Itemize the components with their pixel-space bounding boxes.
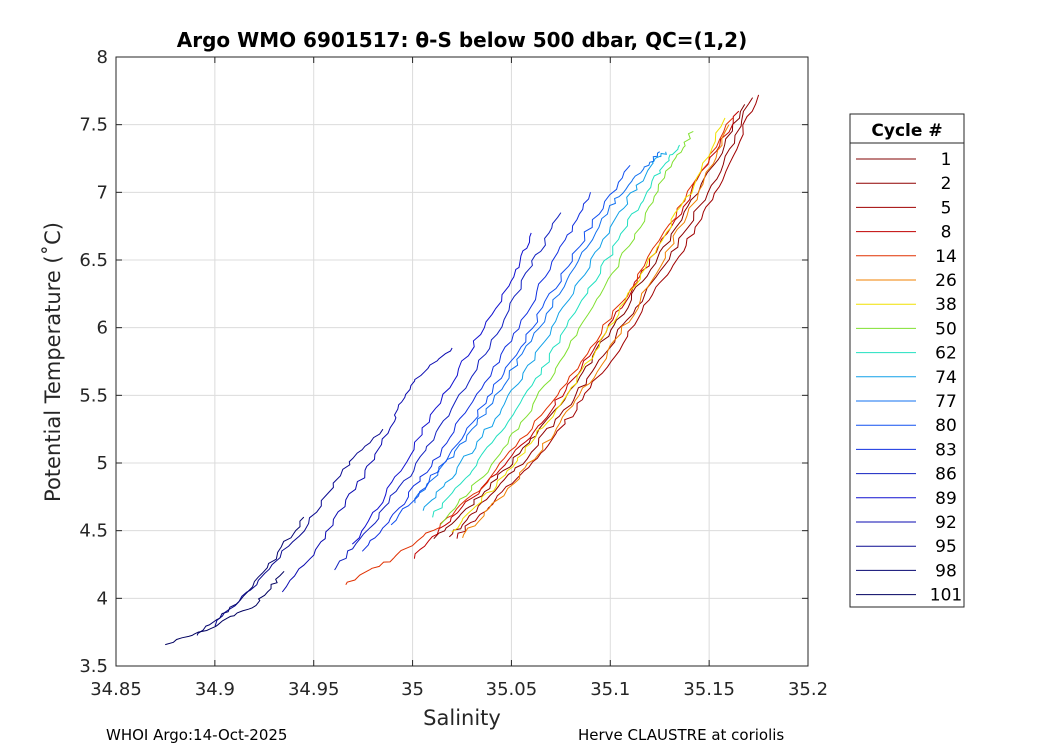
series-group <box>165 94 760 646</box>
x-tick-label: 34.85 <box>90 679 142 700</box>
plot-area <box>116 57 808 666</box>
legend-label: 77 <box>935 392 957 412</box>
legend-label: 86 <box>935 465 957 485</box>
legend-box <box>849 113 965 608</box>
series-line-cycle-77 <box>414 151 660 504</box>
legend-label: 95 <box>935 537 957 557</box>
legend-label: 38 <box>935 295 957 315</box>
series-line-cycle-26 <box>462 124 730 539</box>
series-line-cycle-98 <box>196 516 305 636</box>
x-tick-label: 35.15 <box>683 679 735 700</box>
legend-label: 8 <box>941 223 952 243</box>
legend-label: 83 <box>935 440 957 460</box>
legend-title: Cycle # <box>871 121 942 141</box>
legend-label: 26 <box>935 271 957 291</box>
chart-title: Argo WMO 6901517: θ-S below 500 dbar, QC… <box>177 28 747 52</box>
series-line-cycle-74 <box>422 151 667 511</box>
legend-label: 50 <box>935 319 957 339</box>
series-line-cycle-5 <box>456 94 760 539</box>
x-tick-label: 34.9 <box>195 679 235 700</box>
legend-entries: 1 2 5 8 14 26 38 50 62 74 77 80 83 86 89 92 95 98 101 <box>856 150 962 606</box>
legend-label: 101 <box>930 586 962 606</box>
series-line-cycle-14 <box>345 117 734 585</box>
x-axis-ticks: 34.85 34.9 34.95 35 35.05 35.1 35.15 35.2 <box>90 57 828 700</box>
series-line-cycle-92 <box>281 347 453 593</box>
x-tick-label: 35.2 <box>788 679 828 700</box>
y-axis-label: Potential Temperature (˚C) <box>41 222 65 502</box>
legend-label: 5 <box>941 198 952 218</box>
legend-label: 98 <box>935 561 957 581</box>
series-line-cycle-62 <box>432 144 680 518</box>
y-tick-label: 7 <box>97 182 108 203</box>
plot-frame <box>115 56 809 667</box>
series-line-cycle-86 <box>334 212 562 571</box>
series-line-cycle-2 <box>448 97 754 538</box>
series-line-cycle-50 <box>440 130 694 525</box>
y-tick-label: 6.5 <box>79 250 108 271</box>
legend-label: 89 <box>935 489 957 509</box>
y-tick-label: 5.5 <box>79 385 108 406</box>
y-tick-label: 7.5 <box>79 115 108 136</box>
x-axis-label: Salinity <box>423 706 501 730</box>
y-tick-label: 6 <box>97 318 108 339</box>
x-tick-label: 34.95 <box>288 679 340 700</box>
footer-right: Herve CLAUSTRE at coriolis <box>578 726 785 744</box>
series-line-cycle-80 <box>390 164 631 526</box>
legend-label: 2 <box>941 174 952 194</box>
footer-left: WHOI Argo:14-Oct-2025 <box>106 726 288 744</box>
y-tick-label: 3.5 <box>79 656 108 677</box>
legend-label: 62 <box>935 344 957 364</box>
legend: Cycle # 1 2 5 8 14 26 38 50 62 74 77 80 83 86 89 92 95 98… <box>849 113 965 608</box>
series-line-cycle-83 <box>361 192 591 552</box>
y-tick-label: 5 <box>97 453 108 474</box>
x-tick-label: 35 <box>401 679 424 700</box>
series-line-cycle-8 <box>413 110 740 559</box>
series-line-cycle-95 <box>214 428 384 627</box>
legend-label: 92 <box>935 513 957 533</box>
y-tick-label: 4 <box>97 588 108 609</box>
legend-label: 74 <box>935 368 957 388</box>
x-tick-label: 35.05 <box>486 679 538 700</box>
y-axis-ticks: 3.5 4 4.5 5 5.5 6 6.5 7 7.5 8 <box>79 47 808 677</box>
legend-label: 80 <box>935 416 957 436</box>
series-line-cycle-101 <box>165 570 285 646</box>
series-line-cycle-38 <box>451 117 726 533</box>
legend-label: 1 <box>941 150 952 170</box>
y-tick-label: 4.5 <box>79 521 108 542</box>
series-line-cycle-1 <box>433 104 746 540</box>
y-tick-label: 8 <box>97 47 108 68</box>
series-line-cycle-89 <box>351 232 532 545</box>
legend-label: 14 <box>935 247 957 267</box>
x-tick-label: 35.1 <box>590 679 630 700</box>
